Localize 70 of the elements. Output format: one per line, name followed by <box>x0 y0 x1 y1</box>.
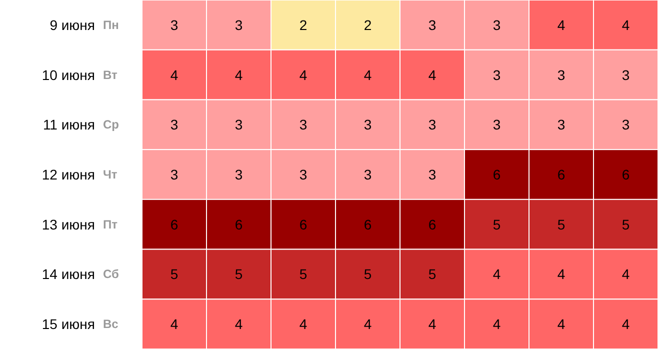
data-label: 4 <box>492 266 501 282</box>
data-label: 6 <box>234 216 243 232</box>
data-label: 3 <box>492 16 501 33</box>
y-tick-label: 14 июня <box>42 266 95 282</box>
y2-tick-label: Пт <box>103 217 118 232</box>
data-label: 5 <box>622 216 630 232</box>
data-label: 4 <box>622 16 630 33</box>
data-label: 3 <box>557 66 566 83</box>
y-tick-label: 15 июня <box>42 316 95 332</box>
data-label: 3 <box>364 166 372 182</box>
data-label: 4 <box>299 66 308 83</box>
y2-tick-label: Вс <box>103 317 119 332</box>
data-label: 3 <box>170 166 178 182</box>
data-label: 3 <box>428 16 436 33</box>
y2-tick-label: Ср <box>103 118 119 132</box>
data-label: 3 <box>428 166 436 182</box>
y2-tick-label: Вт <box>103 68 118 82</box>
data-label: 6 <box>428 216 436 232</box>
y-tick-label: 13 июня <box>42 216 95 232</box>
data-label: 3 <box>170 116 178 133</box>
data-label: 5 <box>234 266 243 282</box>
y-tick-label: 11 июня <box>42 116 95 133</box>
y-tick-label: 10 июня <box>42 66 95 83</box>
y-tick-label: 9 июня <box>50 16 95 33</box>
y-tick-label: 12 июня <box>42 166 95 182</box>
data-label: 6 <box>299 216 308 232</box>
data-label: 3 <box>622 116 630 133</box>
data-label: 2 <box>299 16 308 33</box>
data-label: 4 <box>492 316 501 332</box>
data-label: 4 <box>428 316 436 332</box>
data-label: 3 <box>234 166 243 182</box>
data-label: 3 <box>364 116 372 133</box>
data-label: 4 <box>557 266 566 282</box>
data-label: 3 <box>299 116 308 133</box>
data-label: 5 <box>170 266 178 282</box>
data-label: 5 <box>299 266 308 282</box>
y2-tick-label: Чт <box>103 168 118 182</box>
data-label: 4 <box>170 316 178 332</box>
data-label: 3 <box>170 16 178 33</box>
y2-tick-label: Сб <box>103 267 119 282</box>
data-label: 3 <box>492 116 501 133</box>
data-label: 4 <box>364 316 372 332</box>
data-label: 3 <box>428 116 436 133</box>
data-label: 4 <box>622 266 630 282</box>
data-label: 4 <box>170 66 178 83</box>
data-label: 4 <box>234 316 243 332</box>
data-label: 4 <box>364 66 372 83</box>
data-label: 4 <box>557 16 566 33</box>
data-label: 2 <box>364 16 372 33</box>
data-label: 4 <box>428 66 436 83</box>
data-label: 6 <box>170 216 178 232</box>
data-label: 3 <box>492 66 501 83</box>
y2-tick-label: Пн <box>103 18 119 32</box>
data-label: 5 <box>557 216 566 232</box>
data-label: 6 <box>557 166 566 182</box>
data-label: 5 <box>364 266 372 282</box>
data-label: 4 <box>299 316 308 332</box>
data-label: 6 <box>622 166 630 182</box>
data-label: 4 <box>557 316 566 332</box>
data-label: 6 <box>364 216 372 232</box>
data-label: 3 <box>299 166 308 182</box>
data-label: 4 <box>234 66 243 83</box>
data-label: 3 <box>622 66 630 83</box>
data-label: 6 <box>492 166 501 182</box>
data-label: 4 <box>622 316 630 332</box>
data-label: 3 <box>557 116 566 133</box>
data-label: 3 <box>234 16 243 33</box>
data-label: 5 <box>492 216 501 232</box>
data-label: 5 <box>428 266 436 282</box>
data-label: 3 <box>234 116 243 133</box>
